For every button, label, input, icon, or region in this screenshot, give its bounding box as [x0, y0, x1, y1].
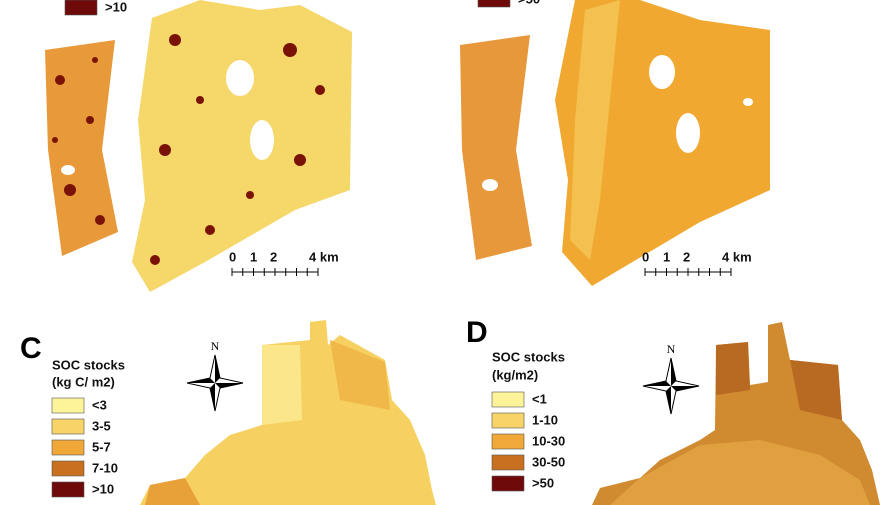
- scale-label: 2: [270, 249, 277, 264]
- legend-swatch: [477, 0, 511, 8]
- north-arrow-d: N: [642, 342, 700, 415]
- legend-swatch: [51, 481, 85, 498]
- legend-label: >10: [92, 481, 114, 496]
- scale-label: 4 km: [722, 249, 752, 264]
- scale-label: 0: [642, 249, 649, 264]
- north-arrow-c: N: [186, 339, 244, 412]
- panel-letter: D: [466, 316, 488, 349]
- map-d: [592, 322, 880, 505]
- legend-label: 3-5: [92, 418, 111, 433]
- legend-swatch: [491, 412, 525, 429]
- legend-swatch: [51, 460, 85, 477]
- north-label: N: [211, 339, 220, 353]
- scale-label: 0: [229, 249, 236, 264]
- legend-label: 7-10: [92, 460, 118, 475]
- scale-label: 4 km: [309, 249, 339, 264]
- legend-swatch: [491, 454, 525, 471]
- legend-label: >50: [532, 475, 554, 490]
- legend-label: 5-7: [92, 439, 111, 454]
- north-label: N: [667, 342, 676, 356]
- legend-unit: (kg C/ m2): [52, 374, 115, 389]
- scale-label: 1: [250, 249, 257, 264]
- legend-label: 1-10: [532, 412, 558, 427]
- panel-letter: C: [20, 332, 42, 365]
- map-c: [140, 320, 436, 505]
- legend-title: SOC stocks: [492, 349, 565, 364]
- legend-swatch: [51, 418, 85, 435]
- legend-unit: (kg/m2): [492, 367, 538, 382]
- legend-swatch: [491, 391, 525, 408]
- map-b: [460, 0, 770, 286]
- legend-label: >10: [105, 0, 127, 14]
- scale-label: 2: [683, 249, 690, 264]
- legend-label: >50: [518, 0, 540, 6]
- legend-swatch: [491, 433, 525, 450]
- legend-title: SOC stocks: [52, 357, 125, 372]
- legend-swatch: [64, 0, 98, 16]
- scale-label: 1: [663, 249, 670, 264]
- legend-swatch: [51, 397, 85, 414]
- map-a: [45, 0, 352, 292]
- legend-swatch: [491, 475, 525, 492]
- legend-label: 30-50: [532, 454, 565, 469]
- legend-label: 10-30: [532, 433, 565, 448]
- legend-label: <1: [532, 391, 547, 406]
- legend-label: <3: [92, 397, 107, 412]
- legend-swatch: [51, 439, 85, 456]
